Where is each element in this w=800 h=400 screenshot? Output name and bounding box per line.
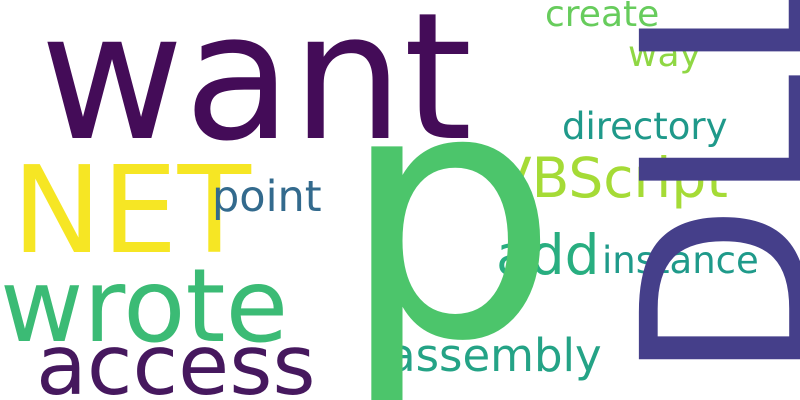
word-wrote: wrote bbox=[0, 247, 289, 366]
word-assembly: assembly bbox=[388, 329, 602, 382]
word-vbscript: VBScript bbox=[494, 146, 728, 210]
word-create: create bbox=[545, 0, 660, 35]
word-instance: instance bbox=[602, 239, 759, 282]
word-p: p bbox=[340, 16, 559, 400]
word-access: access bbox=[36, 317, 316, 400]
word-want: want bbox=[40, 0, 473, 180]
word-net: NET bbox=[12, 142, 251, 281]
word-point: point bbox=[212, 172, 322, 222]
word-dll: DLL bbox=[593, 0, 800, 382]
word-way: way bbox=[628, 34, 701, 75]
word-add: add bbox=[496, 223, 600, 287]
word-directory: directory bbox=[562, 105, 728, 148]
